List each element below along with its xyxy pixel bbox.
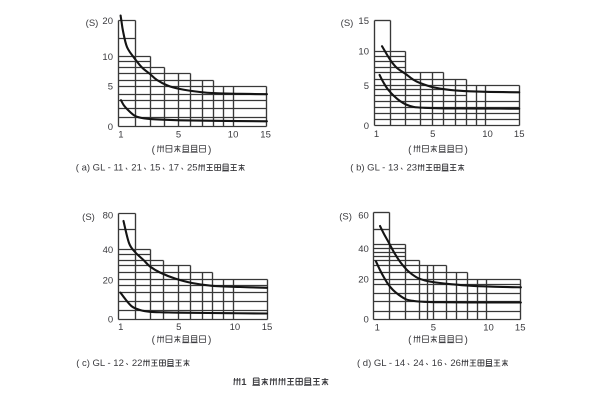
svg-text:15: 15 xyxy=(262,322,273,333)
svg-text:26: 26 xyxy=(450,358,461,369)
svg-text:5: 5 xyxy=(430,129,435,140)
svg-text:(: ( xyxy=(152,145,156,156)
svg-text:(: ( xyxy=(152,335,156,346)
svg-text:): ) xyxy=(208,145,211,156)
svg-text:22: 22 xyxy=(132,358,143,369)
svg-text:40: 40 xyxy=(358,244,369,255)
svg-text:0: 0 xyxy=(364,315,369,326)
svg-text:(S): (S) xyxy=(82,212,95,223)
svg-text:10: 10 xyxy=(482,129,493,140)
svg-text:1: 1 xyxy=(374,129,379,140)
svg-text:80: 80 xyxy=(103,210,114,221)
svg-text:( d) GL - 14: ( d) GL - 14 xyxy=(357,358,405,369)
svg-text:5: 5 xyxy=(176,322,181,333)
svg-text:0: 0 xyxy=(108,314,113,325)
svg-text:0: 0 xyxy=(364,121,369,132)
svg-text:): ) xyxy=(465,145,468,156)
svg-text:(S): (S) xyxy=(341,18,354,29)
svg-text:0: 0 xyxy=(108,122,113,133)
svg-text:15: 15 xyxy=(150,163,161,174)
svg-text:10: 10 xyxy=(228,130,239,141)
svg-text:16: 16 xyxy=(432,358,443,369)
svg-text:(: ( xyxy=(408,145,412,156)
svg-text:1: 1 xyxy=(118,130,123,141)
svg-text:1: 1 xyxy=(118,322,123,333)
svg-text:15: 15 xyxy=(515,322,526,333)
svg-text:60: 60 xyxy=(358,210,369,221)
svg-text:1: 1 xyxy=(375,322,380,333)
svg-text:20: 20 xyxy=(358,274,369,285)
svg-text:(S): (S) xyxy=(86,18,99,29)
svg-text:(: ( xyxy=(408,335,412,346)
svg-text:21: 21 xyxy=(131,163,142,174)
svg-text:24: 24 xyxy=(413,358,424,369)
svg-text:5: 5 xyxy=(176,130,181,141)
svg-text:5: 5 xyxy=(431,322,436,333)
svg-text:10: 10 xyxy=(230,322,241,333)
svg-text:( c) GL - 12: ( c) GL - 12 xyxy=(76,358,124,369)
svg-text:20: 20 xyxy=(102,16,113,27)
svg-text:1: 1 xyxy=(241,377,247,388)
svg-text:(S): (S) xyxy=(339,212,352,223)
svg-text:15: 15 xyxy=(514,129,525,140)
svg-text:17: 17 xyxy=(169,163,180,174)
svg-text:20: 20 xyxy=(103,275,114,286)
svg-text:5: 5 xyxy=(364,81,369,92)
svg-text:40: 40 xyxy=(103,245,114,256)
svg-text:): ) xyxy=(465,335,468,346)
svg-text:5: 5 xyxy=(108,81,113,92)
svg-text:10: 10 xyxy=(483,322,494,333)
svg-text:23: 23 xyxy=(407,163,418,174)
svg-text:10: 10 xyxy=(102,52,113,63)
svg-text:25: 25 xyxy=(187,163,198,174)
svg-text:10: 10 xyxy=(358,47,369,58)
svg-text:( a) GL - 11: ( a) GL - 11 xyxy=(76,163,124,174)
svg-text:( b) GL - 13: ( b) GL - 13 xyxy=(350,163,398,174)
svg-text:15: 15 xyxy=(358,16,369,27)
svg-text:): ) xyxy=(208,335,211,346)
svg-text:15: 15 xyxy=(260,130,271,141)
